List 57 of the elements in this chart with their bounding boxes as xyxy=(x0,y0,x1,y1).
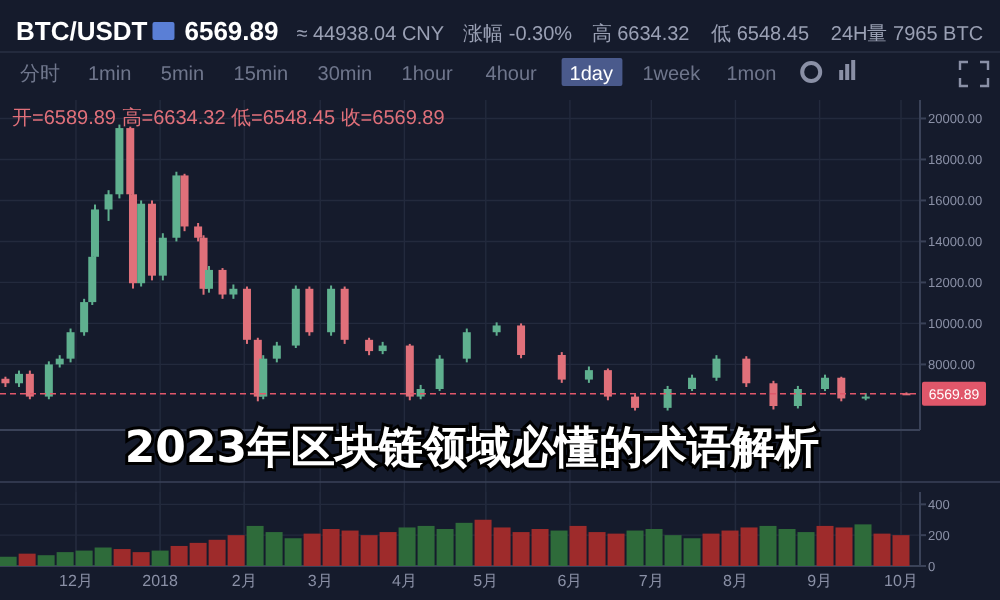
candlestick xyxy=(793,384,802,410)
candlestick xyxy=(769,379,778,411)
candlestick xyxy=(158,232,167,282)
bar xyxy=(151,550,169,566)
candlestick xyxy=(837,375,846,403)
text: 1min xyxy=(88,64,132,86)
text: 涨幅 -0.30% xyxy=(463,22,573,46)
candlestick xyxy=(327,284,336,337)
text: 低 6548.45 xyxy=(711,24,810,46)
text: 1week xyxy=(642,64,703,86)
x-tick-label: 12月 xyxy=(59,572,93,590)
text: 高 6634.32 xyxy=(591,22,691,46)
candlestick xyxy=(44,360,53,401)
bar xyxy=(18,553,36,566)
candlestick xyxy=(742,355,751,388)
x-tick-label: 5月 xyxy=(473,572,499,590)
x-tick-label: 3月 xyxy=(307,572,333,590)
candlestick xyxy=(272,340,281,364)
bar xyxy=(0,556,17,566)
candlestick xyxy=(305,285,314,337)
text: 1day xyxy=(569,64,613,86)
text: BTC/USDT xyxy=(16,16,148,46)
candlestick xyxy=(25,369,34,401)
x-tick-label: 7月 xyxy=(638,572,664,590)
candlestick xyxy=(712,354,721,382)
text: 15min xyxy=(233,64,289,86)
candlestick xyxy=(517,322,526,360)
annotation: 开=6589.89 高=6634.32 低=6548.45 收=6569.89 xyxy=(12,106,446,130)
x-tick-label: 10月 xyxy=(884,572,918,590)
candlestick xyxy=(218,267,227,300)
x-tick-label: 2月 xyxy=(231,572,257,590)
x-tick-label: 8月 xyxy=(723,572,748,590)
text: 1hour xyxy=(401,64,455,86)
candlestick xyxy=(66,327,75,364)
text: 1mon xyxy=(726,64,777,86)
bar xyxy=(550,530,568,566)
x-tick-label: 9月 xyxy=(807,572,833,590)
text: 5min xyxy=(160,64,205,86)
text: 24H量 7965 BTC xyxy=(830,24,984,46)
chart-title: 2023年区块链领域必懂的术语解析 xyxy=(124,424,820,474)
x-tick-label: 4月 xyxy=(391,572,417,590)
candlestick xyxy=(603,367,612,402)
text: 分时 xyxy=(20,62,60,86)
text: 4hour xyxy=(485,64,539,86)
text: 6569.89 xyxy=(184,16,279,46)
x-tick-label: 2018 xyxy=(142,572,180,590)
candlestick xyxy=(462,327,471,364)
text: 30min xyxy=(317,64,373,86)
text: ≈ 44938.04 CNY xyxy=(296,24,445,46)
candlestick xyxy=(104,189,113,222)
candlestick xyxy=(663,384,672,412)
candlestick xyxy=(557,351,566,384)
bar xyxy=(854,524,872,566)
candlestick xyxy=(435,354,444,393)
x-tick-label: 6月 xyxy=(557,572,583,590)
candlestick xyxy=(259,354,268,401)
candlestick xyxy=(204,265,213,294)
